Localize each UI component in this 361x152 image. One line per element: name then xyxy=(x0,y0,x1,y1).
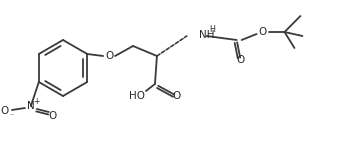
Text: O: O xyxy=(236,55,245,65)
Text: O: O xyxy=(173,91,181,101)
Text: ⁻: ⁻ xyxy=(10,112,14,121)
Text: NH: NH xyxy=(199,30,214,40)
Text: O: O xyxy=(258,27,267,37)
Text: HO: HO xyxy=(129,91,145,101)
Text: +: + xyxy=(33,97,40,106)
Text: O: O xyxy=(105,51,113,61)
Text: N: N xyxy=(27,101,35,111)
Text: O: O xyxy=(49,111,57,121)
Text: H: H xyxy=(209,26,215,35)
Text: O: O xyxy=(1,106,9,116)
